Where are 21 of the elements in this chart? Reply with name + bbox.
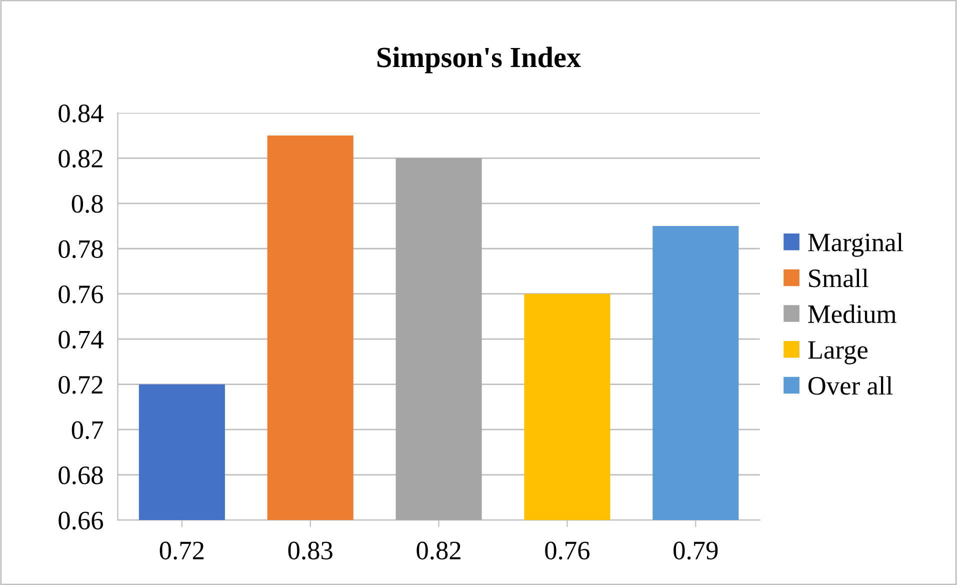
y-tick-label: 0.7 xyxy=(72,421,104,440)
y-tick-label: 0.66 xyxy=(58,512,104,530)
legend-label: Large xyxy=(808,341,868,364)
y-tick-label: 0.84 xyxy=(58,104,104,122)
y-tick-label: 0.72 xyxy=(58,376,102,394)
x-tick-label: 0.82 xyxy=(416,542,460,560)
x-tick-label: 0.76 xyxy=(545,542,590,560)
y-tick-label: 0.78 xyxy=(58,240,103,258)
y-tick-label: 0.74 xyxy=(58,330,104,349)
legend-label: Over all xyxy=(808,376,893,395)
x-tick-label: 0.72 xyxy=(160,542,204,560)
y-tick-label: 0.76 xyxy=(58,285,104,304)
chart-title: Simpson's Index xyxy=(378,46,581,74)
y-tick-label: 0.82 xyxy=(58,150,102,168)
legend-label: Medium xyxy=(808,304,896,324)
y-tick-label: 0.8 xyxy=(72,194,103,213)
legend-label: Marginal xyxy=(808,232,904,257)
y-tick-label: 0.68 xyxy=(58,466,103,484)
x-tick-label: 0.79 xyxy=(674,542,718,560)
legend-label: Small xyxy=(809,268,868,288)
x-tick-label: 0.83 xyxy=(288,542,332,560)
